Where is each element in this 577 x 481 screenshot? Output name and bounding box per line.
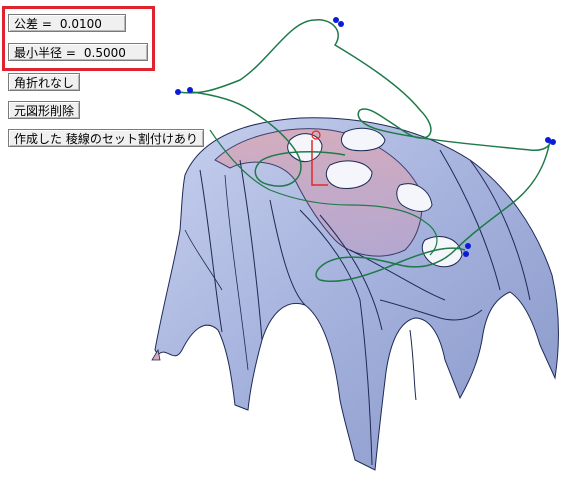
no-corner-break-label: 角折れなし — [14, 76, 75, 90]
tolerance-field[interactable]: 公差 = 0.0100 — [8, 14, 126, 32]
delete-original-label: 元図形削除 — [14, 104, 75, 118]
control-point — [333, 17, 339, 23]
control-points[interactable] — [175, 17, 556, 257]
control-point — [463, 251, 469, 257]
tolerance-label: 公差 = — [14, 17, 52, 31]
edge-set-assign-label: 作成した 稜線のセット割付けあり — [14, 132, 198, 146]
axis-marker — [311, 130, 328, 186]
delete-original-button[interactable]: 元図形削除 — [8, 101, 81, 119]
control-point — [187, 87, 193, 93]
control-point — [175, 89, 181, 95]
spline-curve[interactable] — [177, 19, 552, 283]
control-point — [545, 137, 551, 143]
control-point — [338, 21, 344, 27]
control-point — [550, 139, 556, 145]
surface-model[interactable] — [151, 117, 559, 471]
min-radius-field[interactable]: 最小半径 = 0.5000 — [8, 43, 148, 61]
edge-set-assign-button[interactable]: 作成した 稜線のセット割付けあり — [8, 129, 204, 147]
no-corner-break-button[interactable]: 角折れなし — [8, 73, 81, 91]
tolerance-value: 0.0100 — [59, 17, 102, 31]
min-radius-label: 最小半径 = — [14, 46, 76, 60]
control-point — [465, 243, 471, 249]
min-radius-value: 0.5000 — [83, 46, 126, 60]
